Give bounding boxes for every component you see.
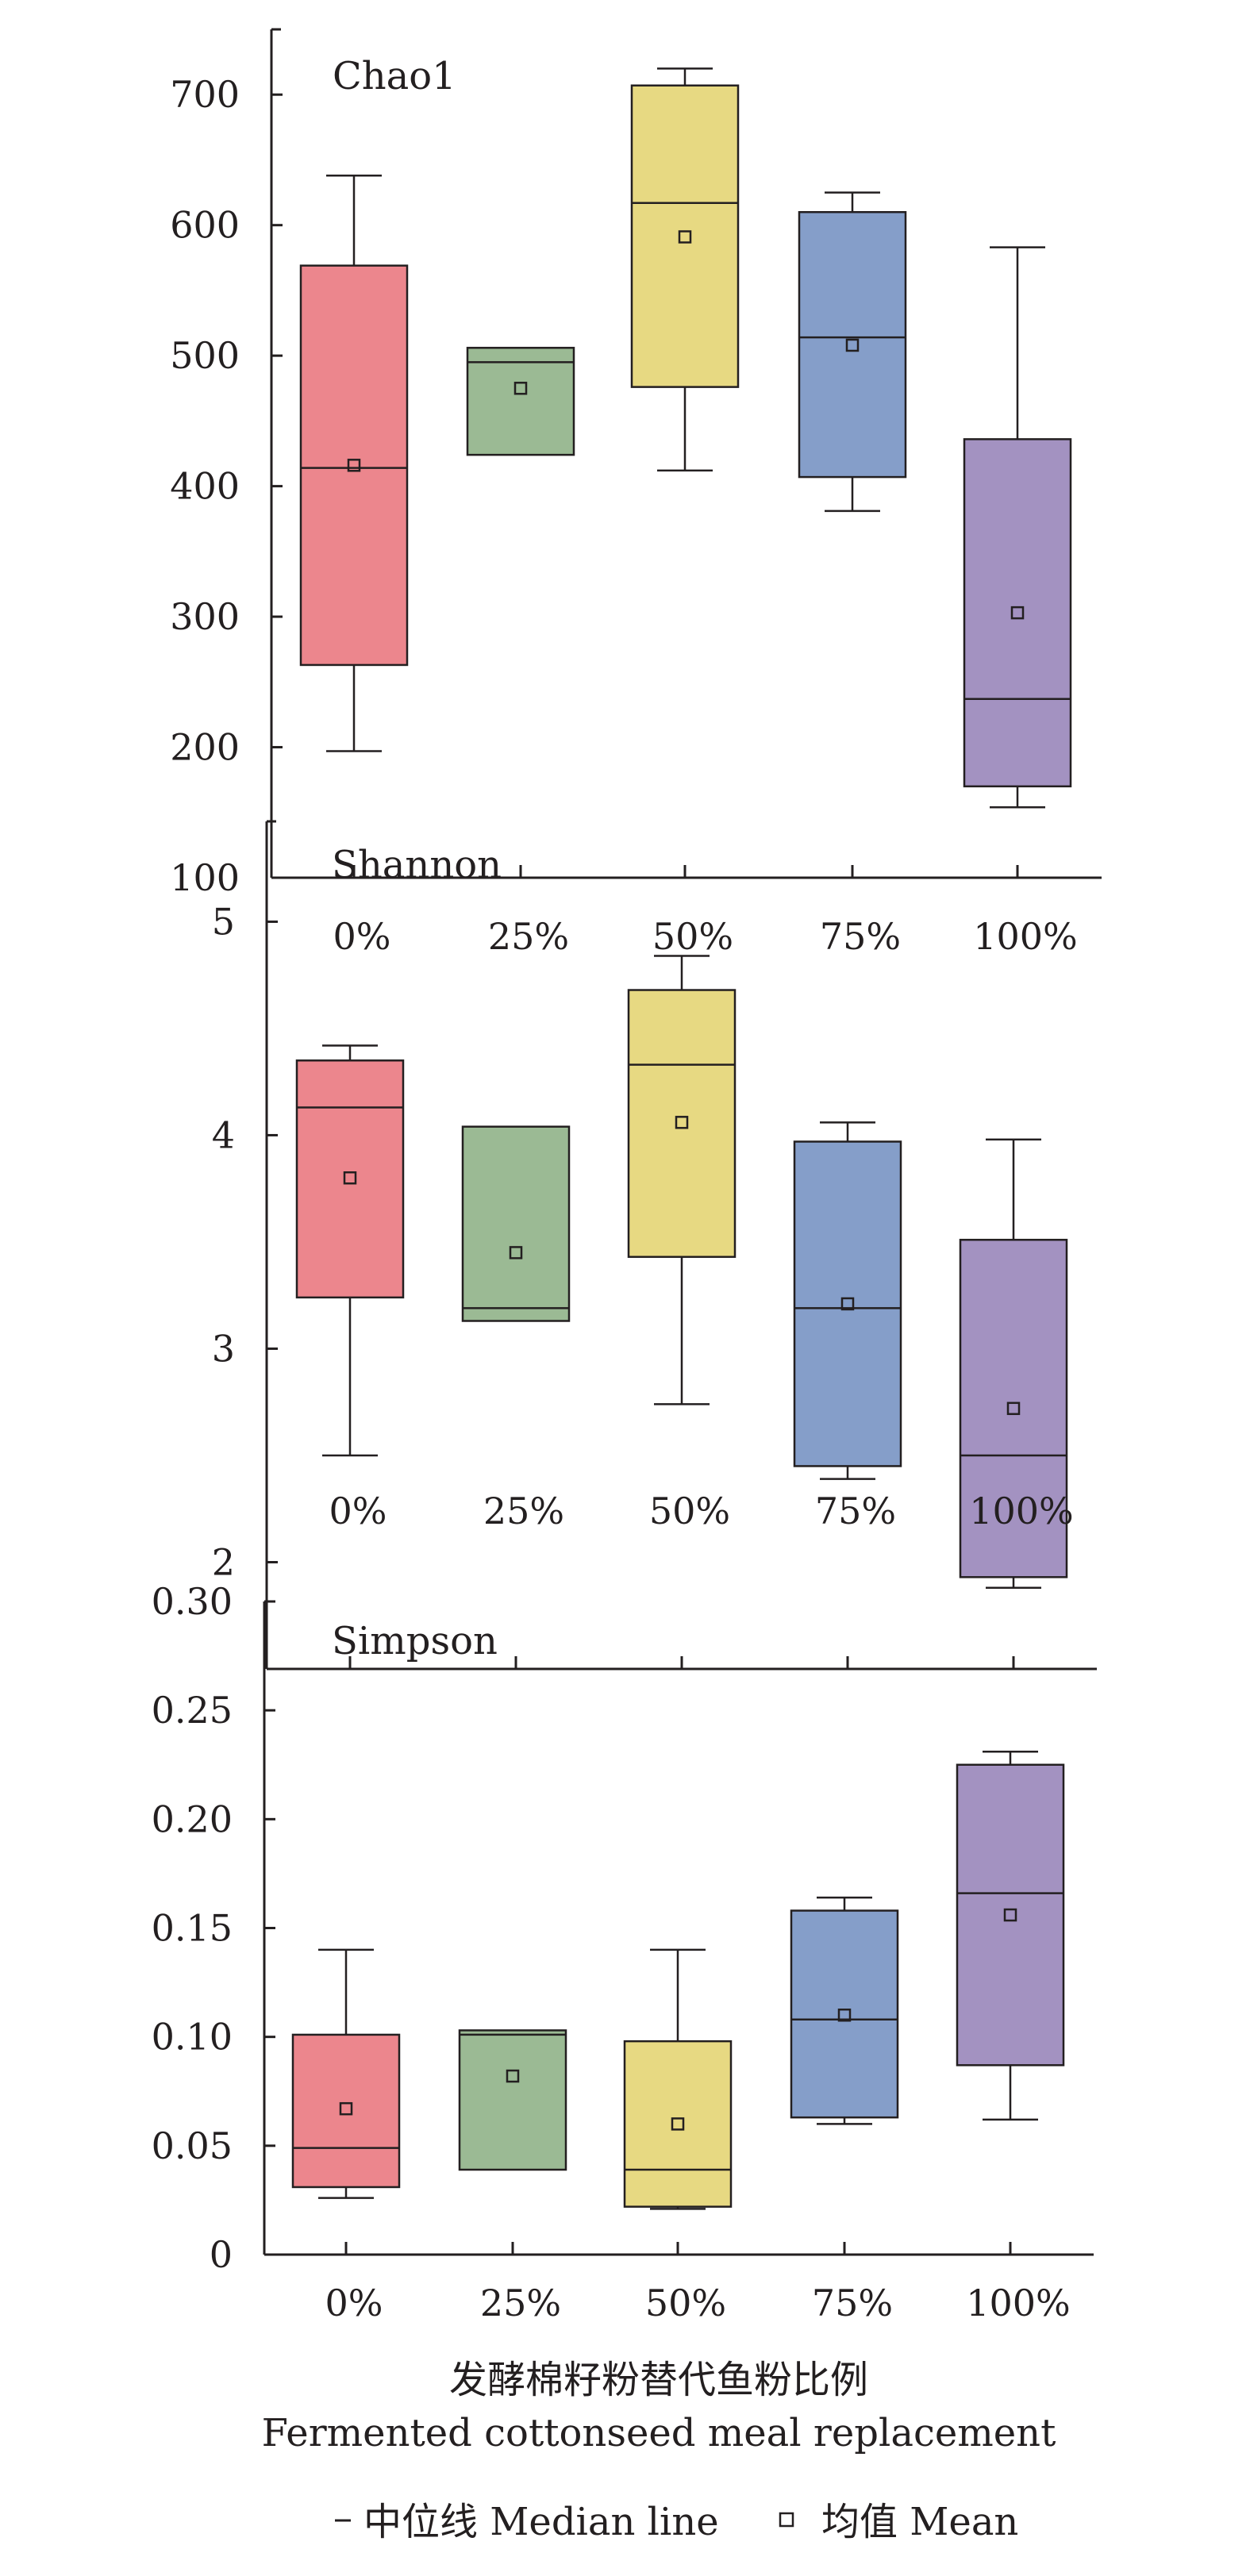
iqr-box [956,1763,1065,2067]
mean-marker [837,2008,852,2022]
legend: 中位线 Median line 均值 Mean [335,2500,1018,2544]
y-tick-label: 0.05 [152,2124,233,2167]
y-tick-label: 0 [210,2233,233,2276]
x-axis-label-chinese: 发酵棉籽粉替代鱼粉比例 [449,2358,868,2402]
y-tick-label: 5 [212,900,235,943]
chart-title: Chao1 [333,54,456,98]
iqr-box [790,1909,899,2119]
chart-panel-chao1: 100 200 300 400 500 600 700 Chao1 0% 25% 50% 75% 100… [170,28,1102,958]
iqr-box [959,1239,1068,1578]
mean-marker [513,382,528,395]
legend-mean-label: 均值 Mean [821,2500,1018,2544]
box-0% [299,174,409,752]
mean-marker [343,1171,357,1185]
legend-median-label: 中位线 Median line [363,2500,719,2544]
iqr-box [963,438,1072,788]
x-tick-label: 100% [973,915,1078,958]
y-tick-label: 3 [212,1327,235,1370]
chart-title: Shannon [332,843,502,887]
iqr-box [466,347,575,456]
y-tick-label: 0.20 [152,1797,233,1840]
legend-mean-square-icon [779,2512,794,2528]
y-tick-label: 0.10 [152,2016,233,2059]
chart-panel-shannon: 2 3 4 5 Shannon 0% 25% 50% 75% 100% [212,820,1097,1671]
x-tick-label: 0% [325,2282,383,2324]
box-25% [458,2029,567,2171]
y-tick-label: 4 [212,1113,235,1156]
mean-marker [671,2117,685,2131]
x-tick-label: 0% [333,915,391,958]
mean-marker [1010,606,1025,620]
x-tick-label: 50% [649,1490,730,1532]
mean-marker [347,459,361,472]
chart-panel-simpson: 0 0.05 0.10 0.15 0.20 0.25 0.30 Simpson 0% 25% 50%… [152,1580,1094,2324]
mean-marker [339,2101,353,2116]
x-tick-label: 25% [483,1490,564,1532]
x-tick-label: 0% [329,1490,387,1532]
mean-marker [506,2069,520,2083]
y-tick-label: 0.30 [152,1580,233,1623]
x-axis-label-english: Fermented cottonseed meal replacement [262,2411,1056,2455]
y-tick-label: 100 [170,856,240,899]
x-tick-label: 50% [652,915,733,958]
iqr-box [623,2040,733,2208]
iqr-box [458,2029,567,2171]
x-tick-label: 75% [815,1490,896,1532]
x-tick-label: 100% [966,2282,1071,2324]
y-tick-label: 500 [170,334,240,377]
box-75% [793,1121,902,1480]
y-tick-label: 700 [170,73,240,116]
mean-marker [840,1297,855,1311]
mean-marker [678,230,692,244]
iqr-box [630,84,740,388]
iqr-box [627,989,737,1259]
iqr-box [299,264,409,667]
x-tick-label: 25% [480,2282,561,2324]
y-tick-label: 0.15 [152,1907,233,1950]
x-tick-label: 25% [488,915,569,958]
mean-marker [1006,1401,1021,1416]
box-75% [798,191,907,513]
x-tick-label: 75% [812,2282,893,2324]
box-75% [790,1896,899,2125]
y-tick-label: 200 [170,726,240,769]
box-100% [963,246,1072,809]
box-50% [630,67,740,472]
mean-marker [675,1116,689,1129]
mean-marker [845,338,860,352]
box-25% [466,347,575,456]
iqr-box [793,1140,902,1467]
y-tick-label: 400 [170,465,240,508]
box-50% [627,955,737,1405]
y-tick-label: 300 [170,595,240,638]
x-tick-label: 100% [969,1490,1074,1532]
iqr-box [461,1125,571,1322]
x-tick-label: 75% [820,915,901,958]
box-100% [956,1751,1065,2121]
x-tick-label: 50% [645,2282,726,2324]
mean-marker [1003,1908,1017,1922]
box-0% [295,1044,405,1457]
box-50% [623,1948,733,2210]
iqr-box [291,2033,401,2189]
iqr-box [798,210,907,479]
box-100% [959,1138,1068,1590]
y-tick-label: 600 [170,204,240,247]
y-tick-label: 0.25 [152,1689,233,1732]
iqr-box [295,1059,405,1299]
mean-marker [509,1246,523,1259]
box-0% [291,1948,401,2199]
y-tick-label: 2 [212,1540,235,1583]
box-25% [461,1125,571,1322]
chart-title: Simpson [332,1619,498,1663]
